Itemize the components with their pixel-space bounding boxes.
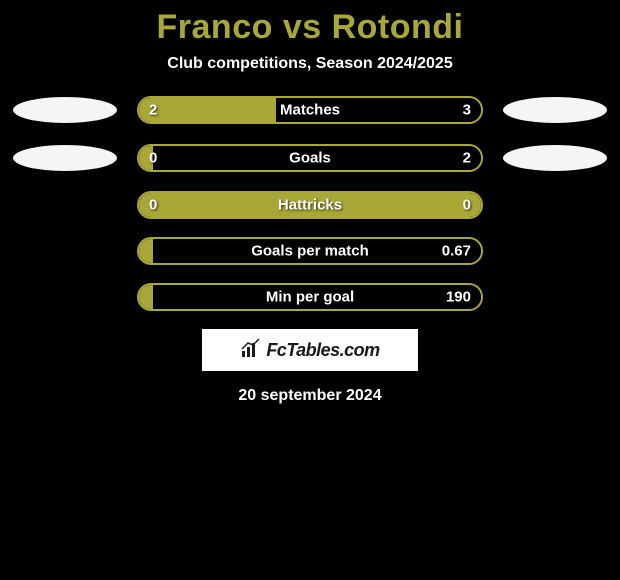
stat-bar: Goals 0 2 xyxy=(137,144,483,172)
page-title: Franco vs Rotondi xyxy=(0,8,620,47)
avatar-left xyxy=(11,95,119,125)
spacer xyxy=(11,297,119,298)
stat-label: Min per goal xyxy=(266,289,354,306)
stat-value-right: 2 xyxy=(463,150,471,167)
logo-text: FcTables.com xyxy=(266,340,379,361)
stat-value-left: 2 xyxy=(149,102,157,119)
stat-value-left: 0 xyxy=(149,197,157,214)
stat-label: Matches xyxy=(280,102,340,119)
spacer xyxy=(501,251,609,252)
stat-row: Min per goal 190 xyxy=(0,283,620,311)
stat-value-right: 3 xyxy=(463,102,471,119)
chart-icon xyxy=(240,337,262,364)
bar-fill-left xyxy=(139,285,153,309)
avatar-ellipse xyxy=(503,145,607,171)
date-label: 20 september 2024 xyxy=(0,387,620,405)
bar-fill-left xyxy=(139,239,153,263)
spacer xyxy=(11,251,119,252)
subtitle: Club competitions, Season 2024/2025 xyxy=(0,55,620,73)
stats-card: Franco vs Rotondi Club competitions, Sea… xyxy=(0,0,620,405)
avatar-right xyxy=(501,95,609,125)
avatar-ellipse xyxy=(503,97,607,123)
avatar-left xyxy=(11,143,119,173)
avatar-ellipse xyxy=(13,97,117,123)
spacer xyxy=(501,297,609,298)
logo-box[interactable]: FcTables.com xyxy=(202,329,418,371)
stat-row: Goals 0 2 xyxy=(0,143,620,173)
spacer xyxy=(11,205,119,206)
stat-bar: Goals per match 0.67 xyxy=(137,237,483,265)
avatar-right xyxy=(501,143,609,173)
avatar-ellipse xyxy=(13,145,117,171)
bar-fill-left xyxy=(139,98,276,122)
stat-row: Hattricks 0 0 xyxy=(0,191,620,219)
stat-value-right: 0 xyxy=(463,197,471,214)
stat-value-left: 0 xyxy=(149,150,157,167)
stat-value-right: 0.67 xyxy=(442,243,471,260)
stat-bar: Matches 2 3 xyxy=(137,96,483,124)
stat-label: Goals per match xyxy=(251,243,369,260)
spacer xyxy=(501,205,609,206)
stat-label: Hattricks xyxy=(278,197,342,214)
stat-label: Goals xyxy=(289,150,331,167)
stat-row: Matches 2 3 xyxy=(0,95,620,125)
stat-row: Goals per match 0.67 xyxy=(0,237,620,265)
stat-bar: Min per goal 190 xyxy=(137,283,483,311)
stat-value-right: 190 xyxy=(446,289,471,306)
stats-rows: Matches 2 3 Goals 0 2 Hattricks 0 0 Goals per mat… xyxy=(0,95,620,311)
stat-bar: Hattricks 0 0 xyxy=(137,191,483,219)
